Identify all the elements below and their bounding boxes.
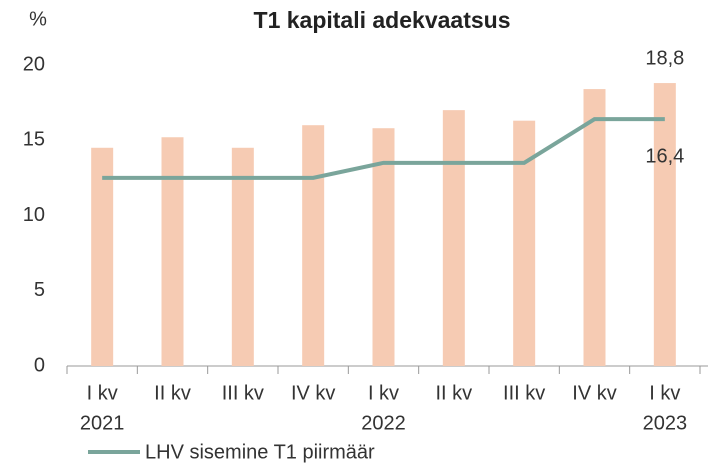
x-tick-label: III kv bbox=[222, 382, 264, 404]
bar bbox=[302, 125, 325, 366]
y-tick-label: 0 bbox=[34, 354, 45, 376]
x-tick-label: III kv bbox=[503, 382, 545, 404]
bar bbox=[583, 89, 606, 366]
x-tick-label: I kv bbox=[649, 382, 680, 404]
x-group-label: 2022 bbox=[361, 412, 406, 434]
bar bbox=[513, 120, 536, 366]
bar bbox=[372, 128, 395, 366]
y-tick-label: 15 bbox=[23, 129, 45, 151]
x-tick-label: II kv bbox=[435, 382, 472, 404]
x-tick-label: I kv bbox=[87, 382, 118, 404]
data-label: 18,8 bbox=[645, 47, 684, 69]
line bbox=[102, 117, 665, 180]
bar bbox=[91, 147, 114, 366]
x-tick-label: IV kv bbox=[291, 382, 335, 404]
x-group-label: 2023 bbox=[643, 412, 688, 434]
y-tick-label: 5 bbox=[34, 279, 45, 301]
x-tick-label: I kv bbox=[368, 382, 399, 404]
x-group-label: 2021 bbox=[80, 412, 125, 434]
x-tick-label: IV kv bbox=[572, 382, 616, 404]
y-unit: % bbox=[29, 8, 47, 30]
data-label: 16,4 bbox=[645, 145, 684, 167]
legend-label: LHV sisemine T1 piirmäär bbox=[145, 441, 375, 463]
bar bbox=[161, 137, 184, 366]
y-tick-label: 10 bbox=[23, 204, 45, 226]
chart-title: T1 kapitali adekvaatsus bbox=[254, 7, 511, 33]
bar bbox=[231, 147, 254, 366]
y-tick-label: 20 bbox=[23, 53, 45, 75]
x-tick-label: II kv bbox=[154, 382, 191, 404]
bar bbox=[653, 83, 676, 366]
bar bbox=[442, 110, 465, 367]
